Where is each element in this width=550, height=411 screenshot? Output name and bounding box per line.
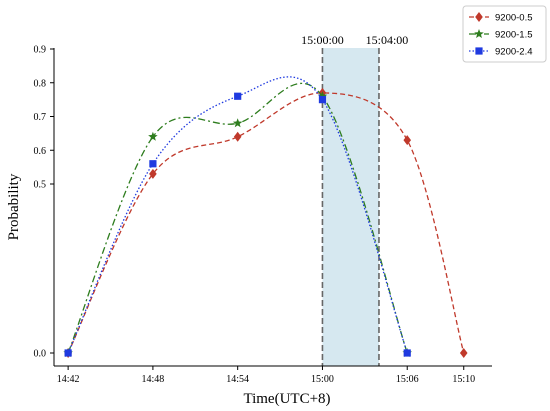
x-tick-label: 15:10	[452, 374, 475, 385]
legend-label: 9200-2.4	[495, 47, 533, 58]
series-layer	[63, 76, 468, 358]
y-tick-label: 0.8	[34, 78, 47, 89]
legend-item: 9200-1.5	[469, 29, 533, 41]
series-9200-0.5	[64, 87, 468, 358]
series-9200-2.4	[64, 76, 411, 357]
x-tick-label: 14:42	[57, 374, 80, 385]
y-tick-label: 0.5	[34, 180, 47, 191]
data-point	[232, 118, 243, 128]
y-tick-label: 0.7	[34, 112, 47, 123]
highlight-band-layer: 15:00:00 15:04:00	[301, 33, 408, 366]
data-point	[403, 135, 412, 146]
x-tick-label: 15:06	[396, 374, 419, 385]
data-point	[403, 349, 411, 357]
data-point	[148, 131, 158, 141]
series-line	[67, 92, 465, 354]
band-start-label: 15:00:00	[301, 33, 344, 47]
y-tick-label: 0.9	[34, 45, 47, 56]
axes-layer: 14:42 14:48 14:54 15:00 15:06 15:10 0.0 0.5 0.6 0…	[6, 45, 492, 407]
x-tick-label: 14:54	[226, 374, 249, 385]
legend-item: 9200-0.5	[469, 12, 533, 24]
band-end-label: 15:04:00	[366, 33, 409, 47]
legend-label: 9200-1.5	[495, 30, 533, 41]
x-tick-label: 14:48	[142, 374, 165, 385]
data-point	[233, 131, 242, 142]
legend-label: 9200-0.5	[495, 13, 533, 24]
legend-marker	[475, 47, 483, 55]
y-axis-title: Probability	[6, 173, 22, 240]
data-point	[64, 349, 72, 357]
data-point	[317, 91, 328, 101]
y-tick-label: 0.6	[34, 146, 47, 157]
legend-box	[462, 5, 547, 63]
legend: 9200-0.5 9200-1.5 9200-2.4	[462, 5, 547, 63]
data-point	[459, 348, 468, 358]
legend-marker	[474, 29, 484, 39]
x-tick-label: 15:00	[311, 374, 334, 385]
data-point	[149, 160, 157, 168]
legend-marker	[475, 12, 483, 22]
highlight-band	[322, 48, 379, 366]
y-tick-label: 0.0	[34, 349, 47, 360]
x-axis-title: Time(UTC+8)	[243, 391, 330, 407]
legend-item: 9200-2.4	[469, 47, 533, 58]
data-point	[234, 92, 242, 100]
data-point	[318, 96, 327, 104]
data-point	[149, 168, 157, 179]
